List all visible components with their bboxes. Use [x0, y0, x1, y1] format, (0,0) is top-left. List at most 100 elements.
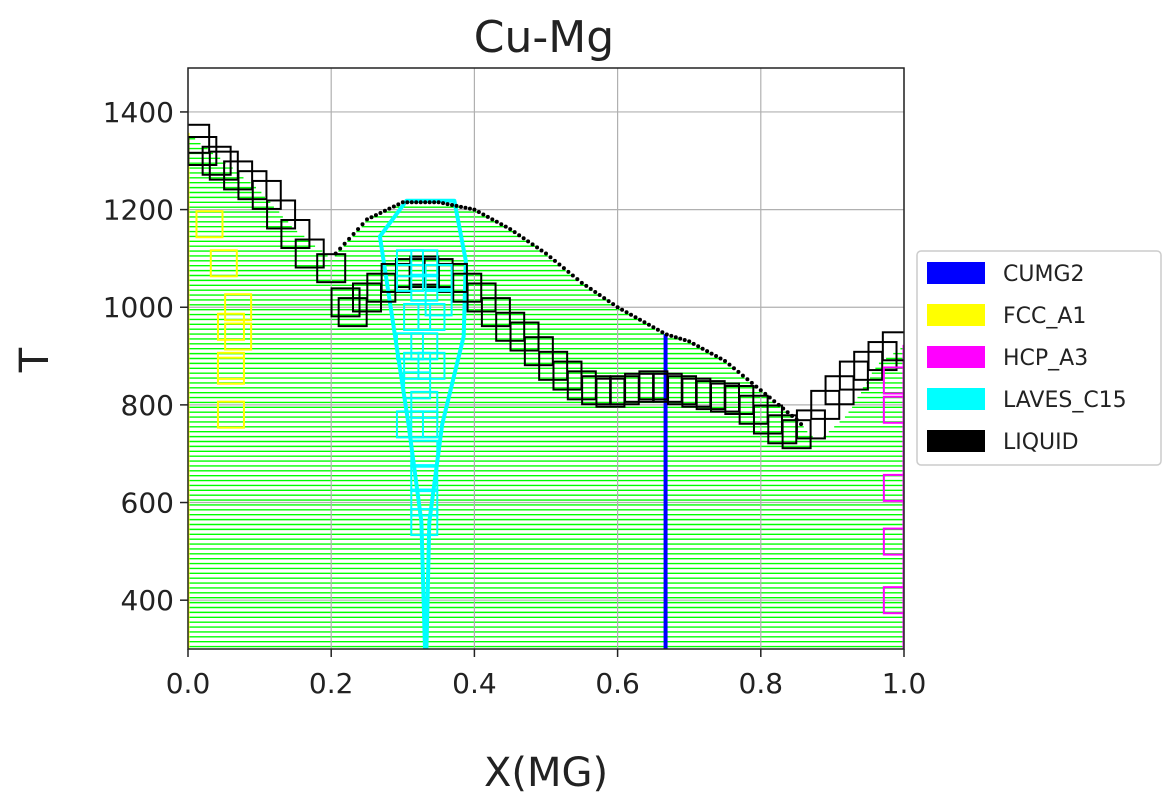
- liquidus-point: [584, 283, 589, 288]
- liquidus-point: [517, 233, 522, 238]
- liquidus-point: [740, 373, 745, 378]
- fcc-a1-marker: [216, 312, 245, 341]
- laves-c15-marker: [410, 488, 439, 517]
- liquidus-point: [745, 377, 750, 382]
- liquidus-point: [441, 201, 446, 206]
- liquidus-point: [593, 289, 598, 294]
- laves-c15-marker: [395, 249, 424, 278]
- liquidus-point: [391, 204, 396, 209]
- liquidus-point: [436, 200, 441, 205]
- laves-c15-marker: [410, 249, 439, 278]
- legend-swatch: [927, 388, 985, 410]
- laves-c15-marker: [403, 303, 432, 331]
- y-tick-label: 400: [121, 584, 174, 617]
- fcc-a1-marker: [195, 210, 224, 239]
- liquidus-point: [369, 215, 374, 220]
- liquidus-point: [633, 315, 638, 320]
- liquidus-point: [749, 380, 754, 385]
- y-tick-label: 800: [121, 389, 174, 422]
- liquidus-point: [490, 217, 495, 222]
- plot-frame: [187, 67, 905, 650]
- legend-swatch: [927, 304, 985, 326]
- laves-c15-marker: [424, 288, 453, 317]
- two-phase-hatching: [188, 138, 904, 648]
- y-tick-label: 1000: [103, 291, 174, 324]
- liquidus-point: [521, 236, 526, 241]
- laves-c15-marker: [395, 410, 424, 439]
- liquidus-point: [602, 296, 607, 301]
- liquidus-point: [530, 242, 535, 247]
- liquid-marker: [881, 331, 904, 362]
- liquidus-point: [611, 302, 616, 307]
- fcc-a1-marker: [209, 249, 238, 278]
- liquidus-point: [552, 258, 557, 263]
- liquidus-point: [714, 354, 719, 359]
- liquidus-point: [427, 200, 432, 205]
- laves-c15-marker: [417, 303, 446, 331]
- liquid-marker: [316, 253, 347, 284]
- x-axis-label: X(MG): [484, 750, 608, 796]
- liquidus-point: [723, 358, 727, 363]
- legend-label: CUMG2: [1003, 262, 1085, 287]
- liquidus-point: [458, 204, 463, 209]
- liquidus-point: [651, 325, 656, 330]
- hcp-a3-marker: [882, 395, 904, 424]
- liquidus-point: [660, 330, 665, 335]
- x-tick-label: 0.4: [452, 667, 497, 700]
- liquidus-point: [535, 245, 540, 250]
- liquidus-point: [700, 346, 705, 351]
- legend-swatch: [927, 430, 985, 452]
- liquidus-point: [503, 224, 508, 229]
- liquidus-point: [579, 280, 584, 285]
- liquidus-point: [342, 241, 347, 246]
- liquidus-point: [709, 351, 714, 356]
- hcp-a3-marker: [882, 473, 904, 502]
- liquidus-point: [718, 356, 723, 361]
- y-axis-label: T: [12, 347, 58, 373]
- liquidus-point: [485, 214, 490, 219]
- x-tick-label: 0.0: [166, 667, 211, 700]
- x-tick-label: 1.0: [882, 667, 927, 700]
- fcc-a1-marker: [216, 400, 245, 429]
- liquidus-point: [629, 312, 634, 317]
- liquidus-point: [799, 422, 804, 427]
- laves-c15-marker: [424, 263, 453, 292]
- fcc-a1-marker: [216, 356, 245, 385]
- y-tick-label: 600: [121, 487, 174, 520]
- liquidus-point: [378, 210, 383, 215]
- liquidus-point: [373, 213, 378, 218]
- liquidus-point: [727, 362, 732, 367]
- liquidus-point: [767, 395, 772, 400]
- hcp-a3-marker: [882, 366, 904, 395]
- fcc-a1-marker: [224, 293, 253, 322]
- liquidus-point: [691, 341, 696, 346]
- liquidus-point: [414, 200, 419, 205]
- liquidus-point: [642, 320, 647, 325]
- liquidus-point: [494, 219, 499, 224]
- hcp-a3-marker: [882, 586, 904, 615]
- laves-c15-marker: [410, 439, 439, 468]
- laves-c15-marker: [395, 332, 424, 361]
- liquidus-point: [347, 236, 352, 241]
- liquidus-point: [597, 293, 602, 298]
- liquidus-point: [356, 227, 361, 232]
- liquidus-point: [481, 212, 486, 217]
- x-axis-ticks: 0.0 0.2 0.4 0.6 0.8 1.0: [166, 649, 927, 700]
- liquidus-point: [754, 384, 759, 389]
- liquidus-point: [472, 207, 477, 212]
- liquidus-point: [450, 203, 455, 208]
- hcp-a3-marker: [882, 527, 904, 556]
- y-axis-ticks: 400 600 800 1000 1200 1400: [103, 96, 188, 617]
- liquidus-point: [588, 286, 593, 291]
- x-tick-label: 0.8: [739, 667, 784, 700]
- liquidus-point: [423, 200, 428, 205]
- liquidus-point: [731, 366, 736, 371]
- y-tick-label: 1200: [103, 194, 174, 227]
- liquidus-point: [570, 273, 575, 278]
- liquidus-point: [664, 332, 669, 337]
- legend-label: LAVES_C15: [1003, 388, 1127, 413]
- liquidus-point: [544, 251, 548, 256]
- liquidus-point: [673, 335, 678, 340]
- laves-c15-marker: [403, 371, 432, 400]
